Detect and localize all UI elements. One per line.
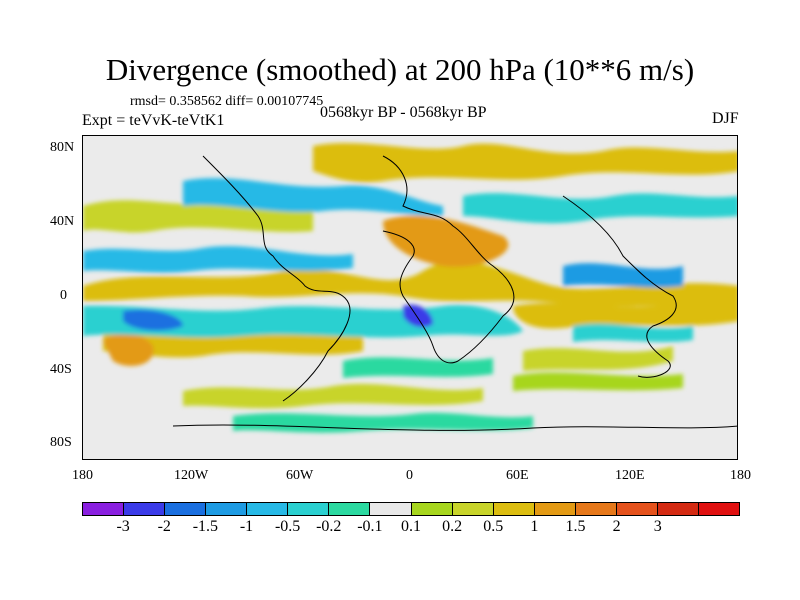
field-region <box>83 246 353 273</box>
field-region <box>183 383 483 409</box>
colorbar-cell <box>534 503 576 515</box>
colorbar-label: -3 <box>116 518 130 535</box>
colorbar-label: 3 <box>653 518 662 535</box>
colorbar-cell <box>247 503 289 515</box>
field-region <box>103 334 154 366</box>
field-region <box>343 357 493 378</box>
field-region <box>513 372 683 391</box>
x-axis-label: 120W <box>174 468 209 483</box>
coastlines <box>172 155 737 431</box>
colorbar-cell <box>370 503 412 515</box>
stats-label: rmsd= 0.358562 diff= 0.00107745 <box>130 94 324 109</box>
colorbar-label: -0.1 <box>357 518 383 535</box>
colorbar-cell <box>698 503 739 515</box>
colorbar <box>82 502 740 516</box>
y-axis-label: 0 <box>60 288 67 303</box>
colorbar-label: -0.5 <box>274 518 301 535</box>
field-region <box>513 299 737 329</box>
plot-title: Divergence (smoothed) at 200 hPa (10**6 … <box>105 52 695 87</box>
divergence-map <box>82 135 738 460</box>
field-region <box>403 304 433 328</box>
x-axis-label: 60E <box>506 468 529 483</box>
field-region <box>383 215 509 267</box>
x-axis-label: 180 <box>730 468 751 483</box>
colorbar-cell <box>83 503 125 515</box>
period-label: 0568kyr BP - 0568kyr BP <box>320 104 487 121</box>
y-axis-label: 80N <box>50 140 75 155</box>
field-region <box>573 323 693 342</box>
colorbar-cell <box>575 503 617 515</box>
x-axis-label: 120E <box>615 468 645 483</box>
y-axis-label: 80S <box>50 435 72 450</box>
colorbar-label: 0.2 <box>442 518 463 535</box>
colorbar-label: -2 <box>157 518 171 535</box>
colorbar-label: -1 <box>239 518 254 535</box>
colorbar-cell <box>124 503 166 515</box>
colorbar-cell <box>411 503 453 515</box>
colorbar-label: 1 <box>530 518 539 535</box>
colorbar-cell <box>329 503 371 515</box>
field-region <box>183 178 443 216</box>
season-label: DJF <box>712 110 739 127</box>
colorbar-cell <box>288 503 330 515</box>
colorbar-label: 0.5 <box>483 518 504 535</box>
field-region <box>83 261 737 307</box>
colorbar-label: -1.5 <box>192 518 219 535</box>
field-region <box>463 193 737 224</box>
colorbar-cell <box>452 503 494 515</box>
colorbar-label: 0.1 <box>401 518 421 535</box>
colorbar-label: 2 <box>612 518 621 535</box>
x-axis-label: 60W <box>286 468 314 483</box>
colorbar-label: -0.2 <box>316 518 342 535</box>
field-region <box>313 143 737 183</box>
colorbar-cell <box>206 503 248 515</box>
field-region <box>233 412 533 433</box>
x-axis-label: 180 <box>72 468 93 483</box>
field-region <box>563 263 683 288</box>
experiment-label: Expt = teVvK-teVtK1 <box>82 112 225 129</box>
colorbar-cell <box>657 503 699 515</box>
field-region <box>523 346 673 371</box>
x-axis-label: 0 <box>406 468 413 483</box>
colorbar-label: 1.5 <box>565 518 586 535</box>
field-region <box>123 309 183 331</box>
map-field <box>83 143 737 433</box>
y-axis-label: 40N <box>50 214 75 229</box>
y-axis-label: 40S <box>50 362 72 377</box>
colorbar-cell <box>493 503 535 515</box>
colorbar-cell <box>165 503 207 515</box>
colorbar-cell <box>616 503 658 515</box>
